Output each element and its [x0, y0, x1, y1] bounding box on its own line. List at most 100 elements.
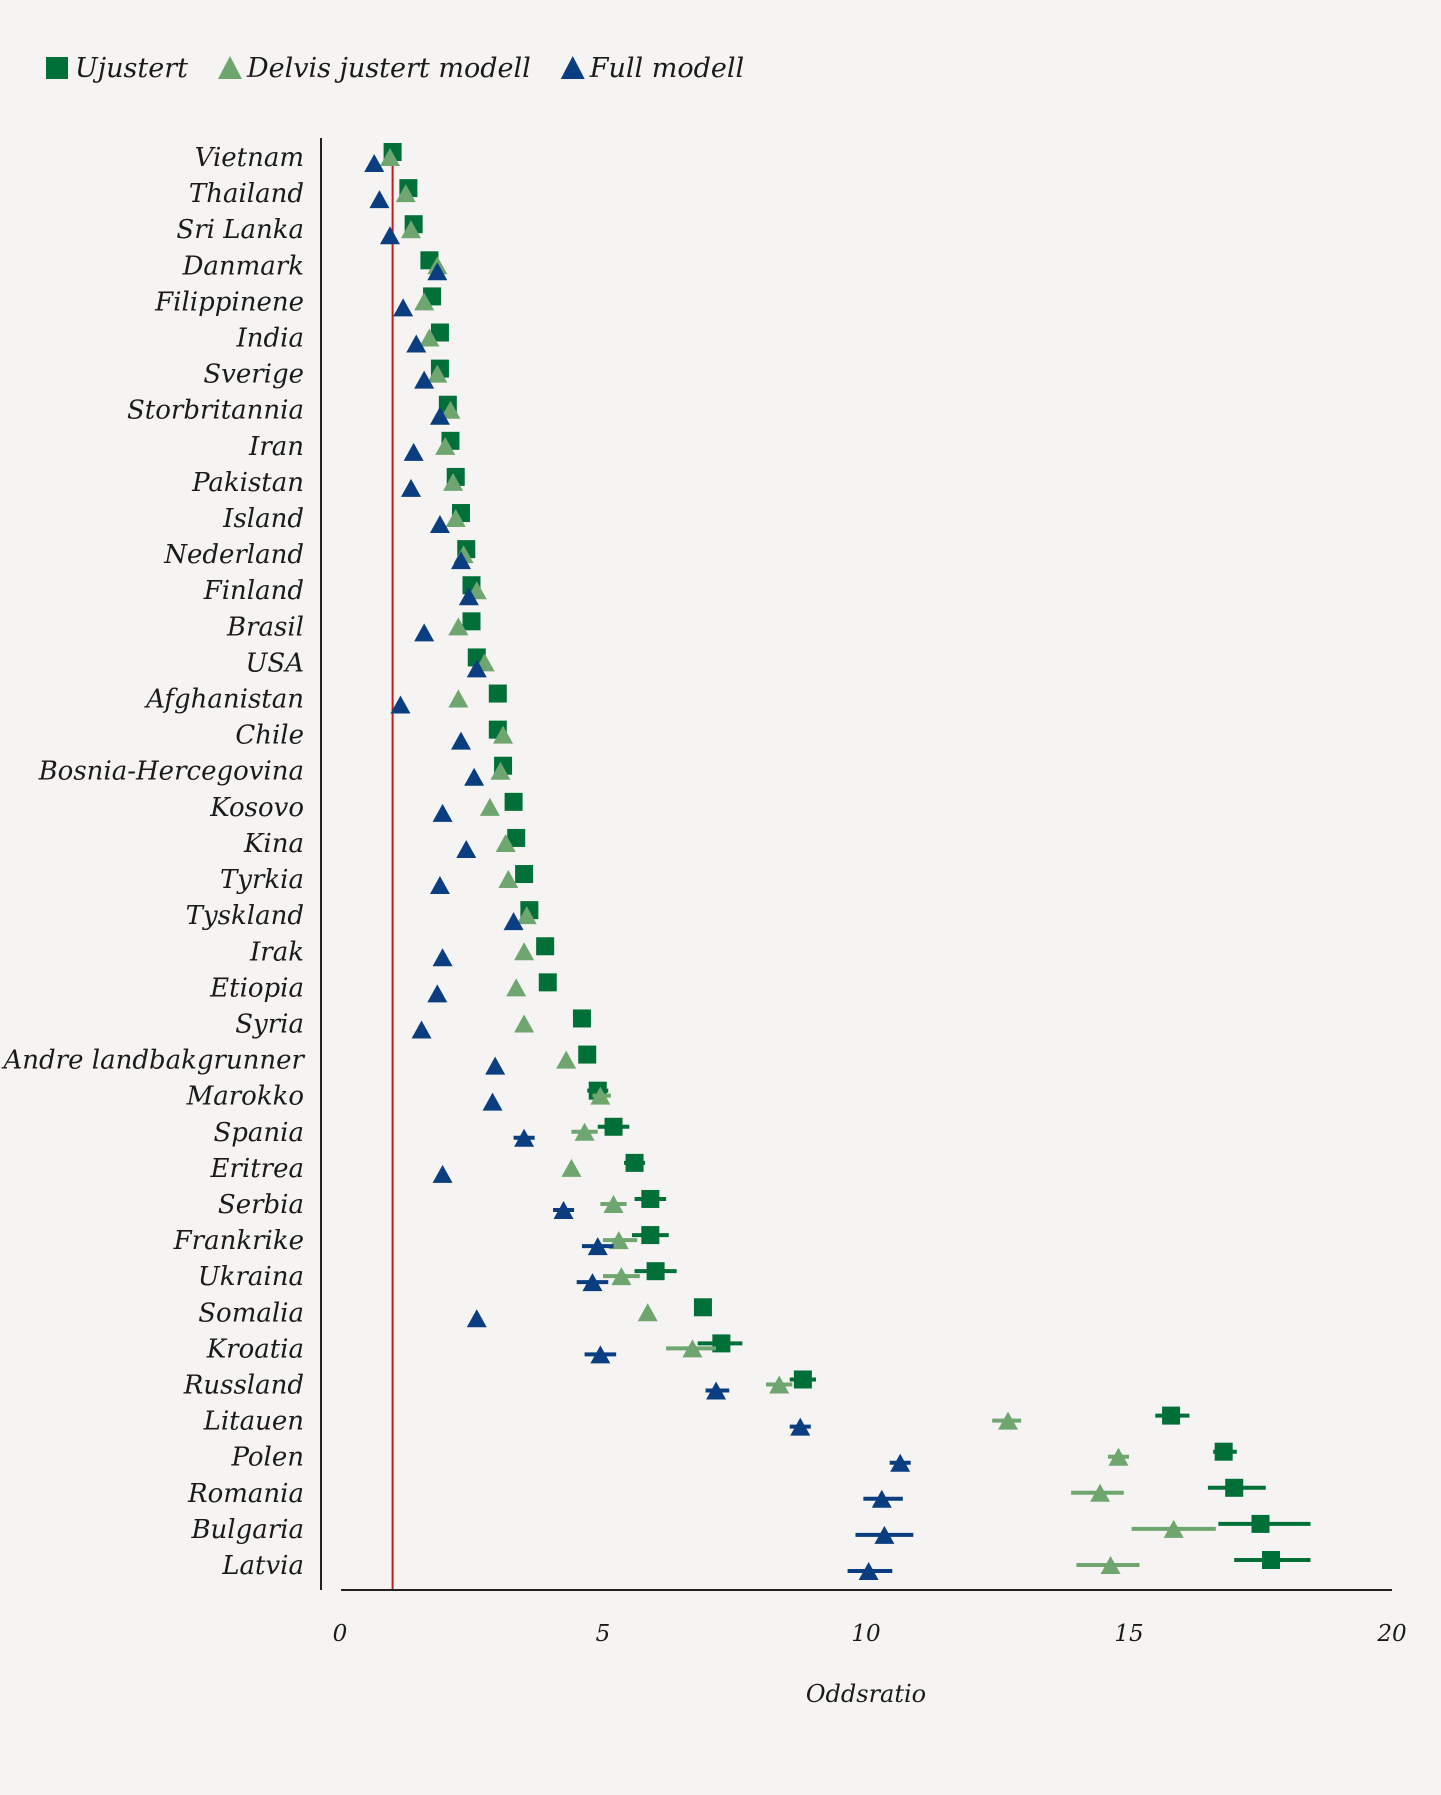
data-point	[440, 400, 461, 419]
data-point	[890, 1453, 911, 1472]
data-point	[1090, 1483, 1111, 1502]
data-point	[1225, 1478, 1244, 1497]
data-point	[590, 1345, 611, 1364]
data-point	[603, 1194, 624, 1213]
x-axis: 0 5 10 15 20	[333, 1589, 1407, 1647]
data-point	[515, 865, 534, 884]
data-point	[625, 1153, 644, 1172]
legend-square-icon	[46, 57, 68, 79]
data-point	[488, 684, 507, 703]
data-point	[706, 1381, 727, 1400]
x-tick-label: 10	[851, 1621, 880, 1647]
data-point	[1100, 1556, 1121, 1574]
data-point	[411, 1020, 432, 1039]
legend-label: Delvis justert modell	[246, 53, 531, 84]
legend-triangle-icon	[560, 56, 585, 79]
data-point	[641, 1189, 660, 1208]
data-point	[414, 370, 435, 389]
category-label: USA	[246, 648, 305, 678]
data-point	[393, 298, 414, 317]
legend-item: Full modell	[560, 53, 744, 84]
data-point	[379, 226, 400, 245]
data-point	[430, 323, 449, 342]
legend-label: Ujustert	[75, 53, 188, 84]
data-point	[572, 1009, 591, 1028]
data-point	[611, 1267, 632, 1286]
plot-area	[364, 143, 1311, 1590]
data-point	[429, 515, 450, 534]
data-point	[1262, 1551, 1281, 1569]
category-label: Bosnia-Hercegovina	[38, 757, 304, 787]
series-0	[383, 143, 1311, 1569]
data-point	[514, 1128, 535, 1147]
data-point	[561, 1158, 582, 1177]
data-point	[369, 190, 390, 209]
data-point	[414, 623, 435, 642]
data-point	[553, 1200, 574, 1219]
data-point	[538, 973, 557, 992]
data-point	[432, 1164, 453, 1183]
data-point	[858, 1562, 879, 1580]
data-point	[506, 978, 527, 997]
data-point	[485, 1056, 506, 1075]
data-point	[443, 472, 464, 491]
data-point	[458, 587, 479, 606]
category-label: Russland	[183, 1370, 304, 1400]
data-point	[490, 761, 511, 780]
data-point	[448, 689, 469, 708]
data-point	[450, 551, 471, 570]
category-label: Serbia	[218, 1190, 304, 1220]
data-point	[590, 1086, 611, 1105]
data-point	[403, 442, 424, 461]
category-label: Eritrea	[210, 1154, 305, 1184]
data-point	[462, 612, 481, 631]
x-tick-label: 5	[596, 1621, 611, 1647]
data-point	[769, 1375, 790, 1394]
category-label: Somalia	[198, 1298, 304, 1328]
category-label: Pakistan	[191, 468, 304, 498]
legend-item: Ujustert	[46, 53, 188, 84]
category-label: Etiopia	[209, 973, 304, 1003]
category-label: Kina	[243, 829, 304, 859]
category-label: Island	[222, 504, 304, 534]
category-label: India	[236, 324, 304, 354]
x-tick-label: 15	[1114, 1621, 1143, 1647]
category-label: Kroatia	[206, 1334, 304, 1364]
data-point	[429, 876, 450, 895]
data-point	[445, 509, 466, 528]
data-point	[641, 1226, 660, 1245]
category-label: Danmark	[182, 251, 304, 281]
legend-item: Delvis justert modell	[217, 53, 531, 84]
data-point	[466, 659, 487, 678]
x-tick-label: 0	[333, 1621, 348, 1647]
data-point	[1251, 1514, 1270, 1533]
category-label: Romania	[187, 1479, 304, 1509]
data-point	[364, 154, 385, 172]
data-point	[395, 184, 416, 203]
data-point	[427, 262, 448, 281]
data-point	[503, 912, 524, 931]
category-label: Syria	[235, 1009, 304, 1039]
data-point	[1162, 1406, 1181, 1425]
legend-label: Full modell	[589, 53, 744, 84]
data-point	[793, 1370, 812, 1389]
y-axis: Vietnam Thailand Sri Lanka Danmark Filippine…	[2, 138, 322, 1590]
data-point	[448, 617, 469, 636]
data-point	[466, 1309, 487, 1328]
data-point	[712, 1334, 731, 1353]
category-label: Chile	[235, 721, 304, 751]
category-label: Vietnam	[195, 143, 304, 173]
category-label: Nederland	[163, 540, 304, 570]
data-point	[514, 942, 535, 961]
data-point	[1163, 1519, 1184, 1538]
category-label: Litauen	[203, 1407, 304, 1437]
category-label: Tyskland	[186, 901, 304, 931]
data-point	[514, 1014, 535, 1033]
category-label: Andre landbakgrunner	[2, 1046, 306, 1076]
data-point	[536, 937, 555, 956]
category-label: Thailand	[189, 179, 304, 209]
x-tick-label: 20	[1376, 1621, 1406, 1647]
data-point	[435, 436, 456, 455]
data-point	[874, 1525, 895, 1544]
